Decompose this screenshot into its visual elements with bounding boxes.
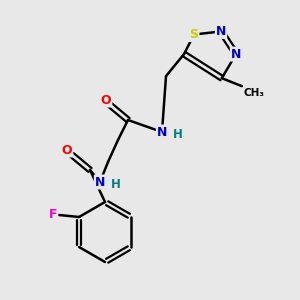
Text: H: H [173, 128, 183, 142]
Text: CH₃: CH₃ [244, 88, 265, 98]
Text: F: F [49, 208, 57, 221]
Text: O: O [62, 143, 72, 157]
Text: N: N [157, 125, 167, 139]
Text: H: H [111, 178, 121, 191]
Text: N: N [216, 25, 226, 38]
Text: N: N [95, 176, 105, 188]
Text: O: O [101, 94, 111, 106]
Text: S: S [190, 28, 199, 41]
Text: N: N [231, 48, 241, 61]
